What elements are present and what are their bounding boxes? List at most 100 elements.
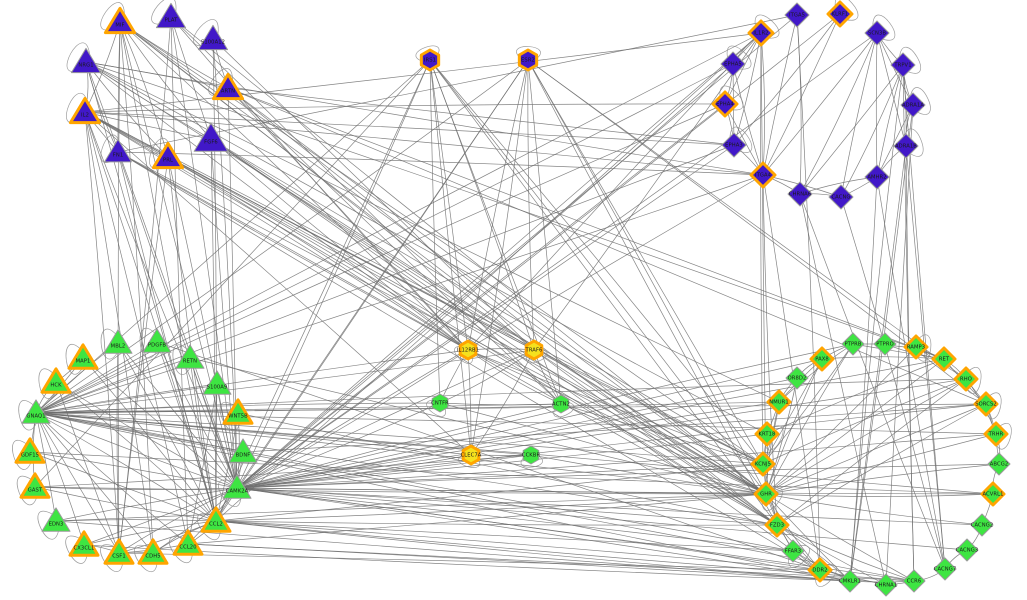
node-shape-diamond[interactable] (893, 133, 919, 159)
node-shape-diamond[interactable] (983, 421, 1009, 447)
network-node[interactable]: CACNG (828, 184, 854, 210)
network-node[interactable]: NMUR1 (766, 389, 792, 415)
node-shape-hexagon[interactable] (524, 339, 544, 361)
node-shape-triangle[interactable] (67, 343, 99, 370)
network-node[interactable]: CCL20 (172, 529, 204, 556)
node-shape-diamond[interactable] (781, 539, 805, 563)
node-shape-triangle[interactable] (103, 329, 133, 354)
node-shape-diamond[interactable] (987, 452, 1011, 476)
network-node[interactable]: ITGA5 (784, 2, 810, 28)
node-shape-triangle[interactable] (70, 47, 102, 74)
network-node[interactable]: CLEC7A (461, 444, 482, 466)
node-shape-triangle[interactable] (155, 2, 187, 29)
network-node[interactable]: ABCG2 (987, 452, 1011, 476)
node-shape-hexagon[interactable] (517, 48, 539, 72)
network-node[interactable]: CACNG7 (933, 557, 957, 581)
node-shape-hexagon[interactable] (522, 445, 540, 465)
network-node[interactable]: GDF15 (14, 437, 46, 464)
network-node[interactable]: S100A9 (202, 370, 232, 395)
network-node[interactable]: SCN3B (864, 20, 890, 46)
node-shape-triangle[interactable] (103, 6, 137, 35)
node-shape-triangle[interactable] (151, 141, 185, 170)
network-node[interactable]: HCK (40, 367, 72, 394)
node-shape-hexagon[interactable] (461, 444, 481, 466)
node-shape-diamond[interactable] (721, 132, 747, 158)
node-shape-triangle[interactable] (14, 437, 46, 464)
node-shape-diamond[interactable] (864, 20, 890, 46)
network-node[interactable]: CHRNA6 (787, 181, 813, 207)
network-node[interactable]: IRS1 (419, 48, 441, 72)
network-node[interactable]: CCR6 (902, 569, 926, 593)
network-node[interactable]: MBL2 (103, 329, 133, 354)
node-shape-triangle[interactable] (104, 138, 132, 163)
node-shape-triangle[interactable] (202, 370, 232, 395)
node-shape-triangle[interactable] (222, 474, 252, 499)
node-shape-diamond[interactable] (807, 557, 833, 583)
node-shape-diamond[interactable] (720, 51, 746, 77)
network-node[interactable]: IL2 (68, 96, 102, 125)
network-node[interactable]: AMHR2 (864, 164, 890, 190)
network-node[interactable]: PLAT (155, 2, 187, 29)
network-node[interactable]: ITGA4 (749, 161, 777, 189)
node-shape-triangle[interactable] (197, 24, 229, 51)
node-shape-diamond[interactable] (838, 569, 862, 593)
node-shape-diamond[interactable] (826, 0, 854, 28)
network-node[interactable]: FGF6 (193, 122, 229, 152)
network-node[interactable]: OR8D2 (785, 366, 809, 390)
node-shape-diamond[interactable] (785, 366, 809, 390)
network-node[interactable]: MIF (103, 6, 137, 35)
node-shape-hexagon[interactable] (552, 394, 570, 414)
network-node[interactable]: RET (931, 346, 957, 372)
network-node[interactable]: CACNG3 (955, 538, 979, 562)
node-shape-diamond[interactable] (753, 481, 779, 507)
network-node[interactable]: CCKBR (522, 445, 541, 465)
node-shape-diamond[interactable] (864, 164, 890, 190)
node-shape-diamond[interactable] (809, 346, 835, 372)
network-node[interactable]: CX3CL1 (68, 530, 100, 557)
network-node[interactable]: PDGFB (142, 328, 172, 353)
node-shape-hexagon[interactable] (419, 48, 441, 72)
node-shape-triangle[interactable] (19, 472, 51, 499)
network-node[interactable]: RHO (953, 366, 979, 392)
node-shape-diamond[interactable] (711, 90, 739, 118)
node-shape-diamond[interactable] (874, 573, 898, 597)
node-shape-diamond[interactable] (749, 161, 777, 189)
node-shape-diamond[interactable] (764, 512, 790, 538)
node-shape-diamond[interactable] (980, 481, 1006, 507)
node-shape-triangle[interactable] (200, 506, 232, 533)
network-node[interactable]: GAST (19, 472, 51, 499)
node-shape-diamond[interactable] (890, 52, 916, 78)
node-shape-triangle[interactable] (193, 122, 229, 152)
node-shape-triangle[interactable] (21, 399, 51, 424)
node-shape-diamond[interactable] (828, 184, 854, 210)
node-shape-triangle[interactable] (68, 96, 102, 125)
network-node[interactable]: PAX8 (809, 346, 835, 372)
network-node[interactable]: CDH5 (137, 538, 169, 565)
node-shape-triangle[interactable] (211, 72, 245, 101)
network-node[interactable]: ARTN (211, 72, 245, 101)
node-shape-triangle[interactable] (40, 367, 72, 394)
network-node[interactable]: KLRF1 (826, 0, 854, 28)
network-node[interactable]: ESR2 (517, 48, 539, 72)
node-shape-diamond[interactable] (784, 2, 810, 28)
node-shape-diamond[interactable] (754, 421, 780, 447)
network-node[interactable]: CACNG2 (970, 513, 994, 537)
node-shape-diamond[interactable] (953, 366, 979, 392)
network-node[interactable]: MAP1 (67, 343, 99, 370)
node-shape-triangle[interactable] (222, 398, 254, 425)
node-shape-triangle[interactable] (41, 507, 71, 532)
node-shape-diamond[interactable] (902, 569, 926, 593)
node-shape-diamond[interactable] (973, 391, 999, 417)
node-shape-diamond[interactable] (766, 389, 792, 415)
node-shape-diamond[interactable] (955, 538, 979, 562)
node-shape-triangle[interactable] (228, 438, 258, 463)
network-node[interactable]: ADRA1B (893, 133, 919, 159)
node-shape-diamond[interactable] (873, 332, 897, 356)
network-node[interactable]: CSF1 (103, 538, 135, 565)
node-shape-diamond[interactable] (900, 92, 926, 118)
node-shape-diamond[interactable] (933, 557, 957, 581)
network-node[interactable]: NRG1 (70, 47, 102, 74)
network-node[interactable]: KCNJ5 (750, 451, 776, 477)
